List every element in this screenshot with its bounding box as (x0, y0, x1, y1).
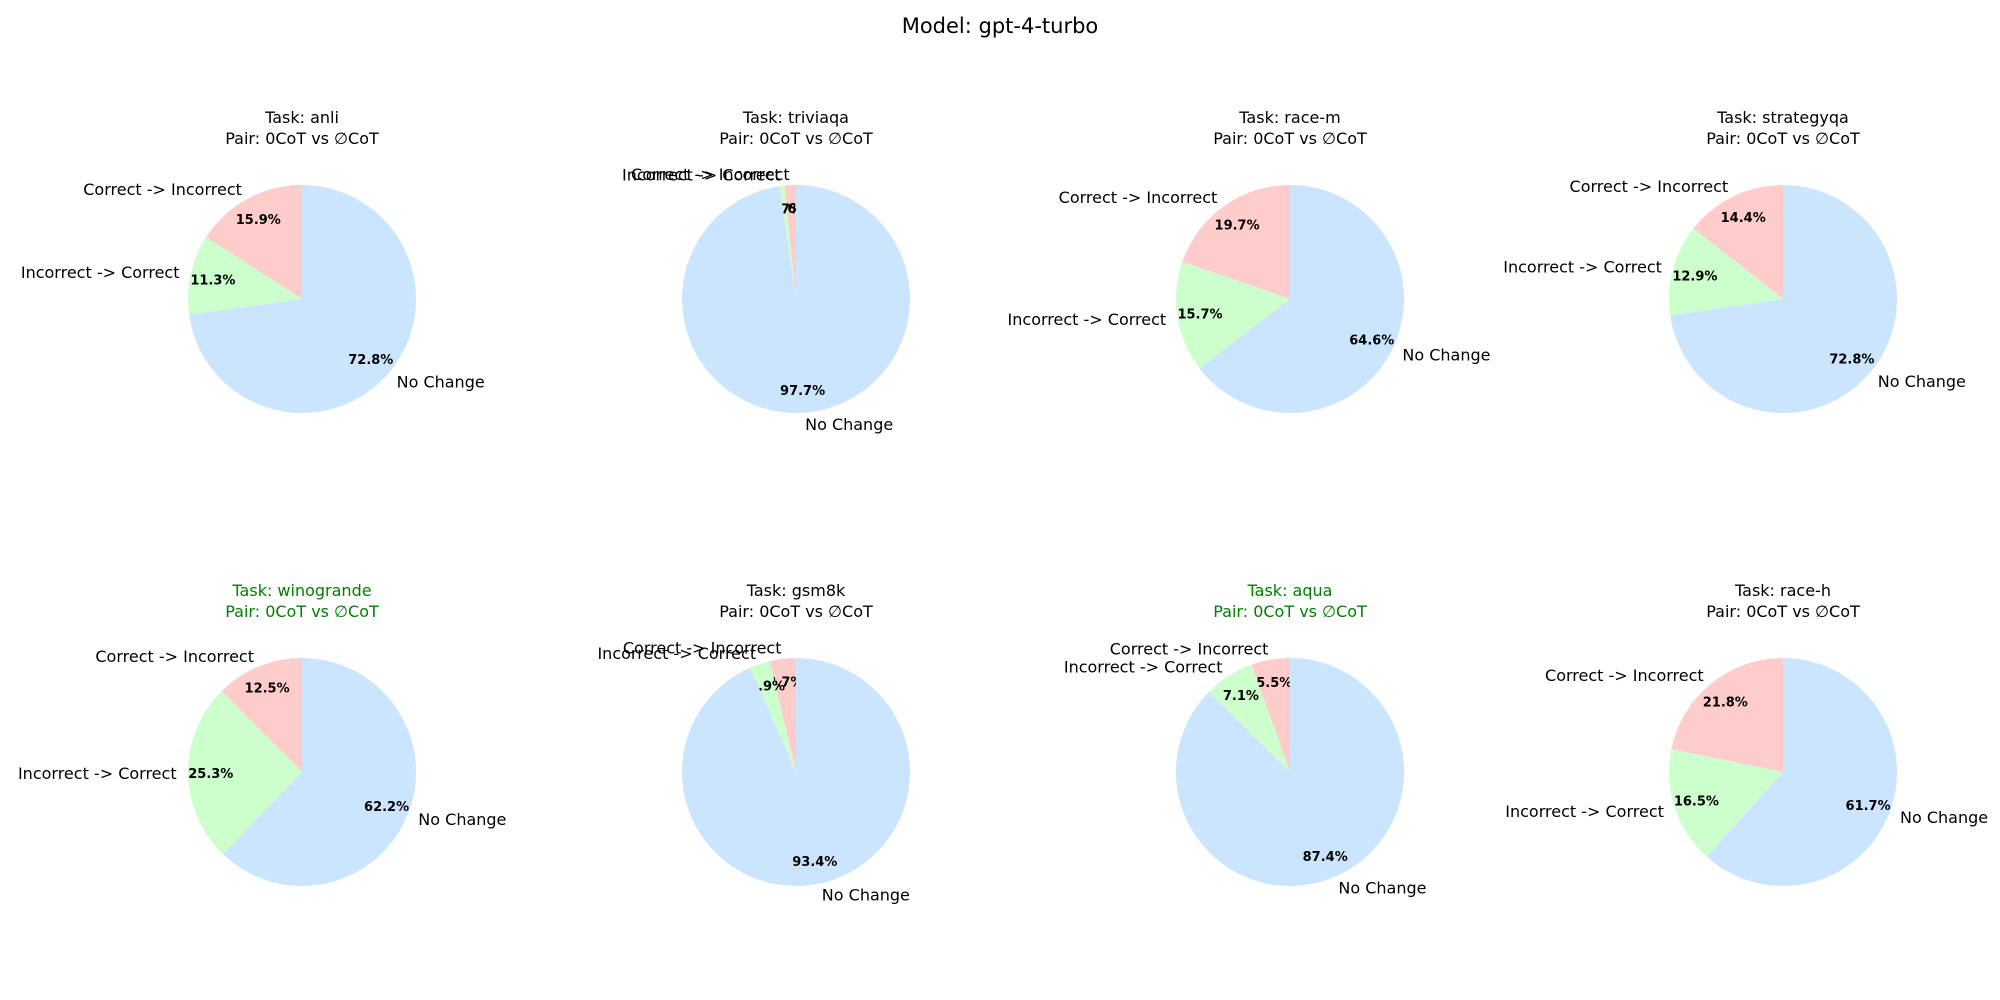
pie-slice-no-change (189, 185, 417, 413)
slice-label-no-change: No Change (1878, 372, 1966, 391)
pct-label-incorrect-to-correct: 15.7% (1177, 308, 1222, 323)
slice-label-correct-to-incorrect: Correct -> Incorrect (95, 647, 254, 666)
slice-label-no-change: No Change (1338, 879, 1426, 898)
pct-label-correct-to-incorrect: 12.5% (245, 682, 290, 697)
slice-label-no-change: No Change (1402, 346, 1490, 365)
pie-slice-correct-to-incorrect (1693, 185, 1783, 299)
chart-title: Task: race-m (1238, 108, 1340, 127)
pct-label-no-change: 61.7% (1846, 799, 1891, 814)
chart-subtitle: Pair: 0CoT vs ∅CoT (1213, 129, 1367, 148)
pct-label-no-change: 64.6% (1349, 333, 1394, 348)
pct-label-correct-to-incorrect: 15.9% (236, 213, 281, 228)
pct-label-incorrect-to-correct: 12.9% (1672, 269, 1717, 284)
pie-chart-race-h: Task: race-h Pair: 0CoT vs ∅CoT 21.8% Corre… (1505, 581, 1988, 886)
chart-subtitle: Pair: 0CoT vs ∅CoT (1213, 602, 1367, 621)
pct-label-no-change: 87.4% (1303, 850, 1348, 865)
chart-subtitle: Pair: 0CoT vs ∅CoT (225, 129, 379, 148)
slice-label-correct-to-incorrect: Correct -> Incorrect (1059, 188, 1218, 207)
pie-slice-no-change (681, 658, 910, 886)
slice-label-correct-to-incorrect: Correct -> Incorrect (623, 638, 782, 657)
pie-slice-correct-to-incorrect (1251, 658, 1290, 772)
pie-slice-no-change (222, 658, 416, 886)
pct-label-no-change: 97.7% (780, 384, 825, 399)
slice-label-correct-to-incorrect: Correct -> Incorrect (83, 180, 242, 199)
slice-label-incorrect-to-correct: Incorrect -> Correct (1503, 258, 1662, 277)
pie-slice-incorrect-to-correct (188, 237, 302, 315)
pie-slice-correct-to-incorrect (769, 658, 796, 772)
pie-chart-anli: Task: anli Pair: 0CoT vs ∅CoT 15.9% Correct… (21, 108, 485, 413)
chart-title: Task: anli (264, 108, 339, 127)
pie-slice-no-change (1199, 185, 1405, 413)
slice-label-correct-to-incorrect: Correct -> Incorrect (1570, 177, 1729, 196)
slice-label-correct-to-incorrect: Correct -> Incorrect (1545, 666, 1704, 685)
pie-chart-gsm8k: Task: gsm8k Pair: 0CoT vs ∅CoT 3.7% Correct… (597, 581, 910, 905)
pct-label-no-change: 62.2% (364, 800, 409, 815)
figure-title: Model: gpt-4-turbo (901, 14, 1099, 38)
pie-slice-no-change (1706, 658, 1897, 886)
pct-label-correct-to-incorrect: 21.8% (1703, 695, 1748, 710)
pie-chart-winogrande: Task: winogrande Pair: 0CoT vs ∅CoT 12.5% C… (18, 581, 506, 886)
slice-label-incorrect-to-correct: Incorrect -> Correct (597, 644, 756, 663)
pct-label-incorrect-to-correct: 16.5% (1674, 795, 1719, 810)
pct-label-no-change: 72.8% (348, 353, 393, 368)
chart-title: Task: winogrande (231, 581, 371, 600)
pie-slice-no-change (682, 185, 911, 413)
slice-label-incorrect-to-correct: Incorrect -> Correct (18, 764, 177, 783)
slice-label-incorrect-to-correct: Incorrect -> Correct (1064, 657, 1223, 676)
pie-chart-strategyqa: Task: strategyqa Pair: 0CoT vs ∅CoT 14.4% C… (1503, 108, 1966, 413)
slice-label-incorrect-to-correct: Incorrect -> Correct (1008, 310, 1167, 329)
pct-label-correct-to-incorrect: 5.5% (1256, 676, 1292, 691)
slice-label-no-change: No Change (1900, 808, 1988, 827)
pie-slice-no-change (1175, 658, 1404, 887)
pie-slice-incorrect-to-correct (1669, 228, 1783, 316)
pie-slice-incorrect-to-correct (1175, 261, 1290, 369)
pie-slice-correct-to-incorrect (221, 658, 302, 772)
chart-subtitle: Pair: 0CoT vs ∅CoT (1706, 129, 1860, 148)
slice-label-no-change: No Change (822, 886, 910, 905)
chart-title: Task: aqua (1247, 581, 1333, 600)
pct-label-correct-to-incorrect: 3.7% (767, 675, 803, 690)
slice-label-no-change: No Change (805, 415, 893, 434)
pie-slice-correct-to-incorrect (1182, 185, 1290, 299)
pct-label-incorrect-to-correct: 11.3% (190, 273, 235, 288)
pct-label-correct-to-incorrect: 19.7% (1215, 219, 1260, 234)
slice-label-correct-to-incorrect: Correct -> Incorrect (631, 165, 790, 184)
pie-slice-incorrect-to-correct (187, 691, 302, 855)
pct-label-correct-to-incorrect: 14.4% (1721, 211, 1766, 226)
slice-label-incorrect-to-correct: Incorrect -> Correct (622, 166, 781, 185)
chart-subtitle: Pair: 0CoT vs ∅CoT (719, 129, 873, 148)
chart-title: Task: triviaqa (742, 108, 849, 127)
pie-chart-race-m: Task: race-m Pair: 0CoT vs ∅CoT 19.7% Corre… (1008, 108, 1491, 413)
pie-slice-incorrect-to-correct (750, 661, 796, 772)
pct-label-no-change: 72.8% (1829, 353, 1874, 368)
chart-subtitle: Pair: 0CoT vs ∅CoT (719, 602, 873, 621)
slice-label-no-change: No Change (397, 372, 485, 391)
pie-chart-aqua: Task: aqua Pair: 0CoT vs ∅CoT 5.5% Correct … (1064, 581, 1427, 898)
pie-slice-correct-to-incorrect (784, 185, 796, 299)
chart-subtitle: Pair: 0CoT vs ∅CoT (225, 602, 379, 621)
pie-slice-incorrect-to-correct (1208, 664, 1290, 772)
pie-slice-correct-to-incorrect (1671, 658, 1783, 772)
slice-label-correct-to-incorrect: Correct -> Incorrect (1110, 640, 1269, 659)
pct-label-incorrect-to-correct: 7.1% (1223, 689, 1259, 704)
pie-slice-incorrect-to-correct (1669, 749, 1783, 857)
pct-label-incorrect-to-correct: 25.3% (188, 767, 233, 782)
chart-title: Task: race-h (1734, 581, 1831, 600)
pie-slice-correct-to-incorrect (206, 185, 302, 299)
chart-title: Task: gsm8k (746, 581, 846, 600)
pie-slice-incorrect-to-correct (779, 185, 796, 299)
slice-label-incorrect-to-correct: Incorrect -> Correct (1505, 802, 1664, 821)
slice-label-incorrect-to-correct: Incorrect -> Correct (21, 263, 180, 282)
chart-title: Task: strategyqa (1716, 108, 1849, 127)
pie-slice-no-change (1670, 185, 1898, 413)
chart-subtitle: Pair: 0CoT vs ∅CoT (1706, 602, 1860, 621)
slice-label-no-change: No Change (418, 810, 506, 829)
pct-label-no-change: 93.4% (792, 855, 837, 870)
